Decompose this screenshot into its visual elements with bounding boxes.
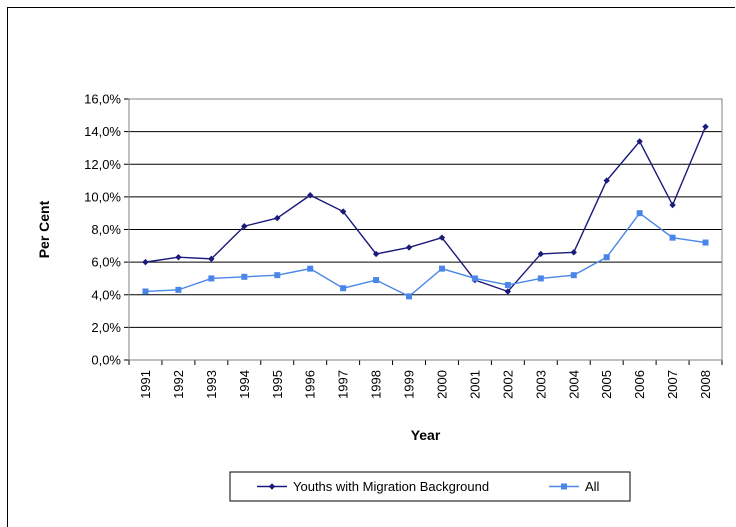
data-point (570, 249, 577, 256)
x-tick-label: 1992 (171, 370, 186, 399)
legend-marker (561, 483, 567, 490)
data-point (504, 281, 511, 288)
x-tick-label: 1995 (270, 370, 285, 399)
x-tick-label: 1993 (204, 370, 219, 399)
data-point (669, 234, 676, 241)
data-point (175, 254, 182, 261)
y-tick-label: 6,0% (91, 255, 121, 270)
legend: Youths with Migration Background All (229, 471, 631, 502)
data-point (142, 288, 149, 295)
data-point (537, 250, 545, 258)
data-point (307, 265, 314, 272)
x-tick-label: 1998 (369, 370, 384, 399)
series-all (142, 210, 709, 300)
x-tick-label: 2001 (467, 370, 482, 399)
legend-marker (268, 483, 276, 490)
x-tick-label: 1997 (336, 370, 351, 399)
legend-item: All (549, 479, 600, 494)
x-tick-label: 1996 (303, 370, 318, 399)
data-point (570, 272, 577, 279)
y-tick-label: 14,0% (84, 124, 121, 139)
data-point (603, 177, 610, 184)
x-tick-label: 2005 (599, 370, 614, 399)
gridlines (129, 98, 722, 361)
data-point (669, 201, 676, 209)
y-tick-label: 8,0% (91, 222, 121, 237)
series-group (142, 123, 709, 300)
legend-label: Youths with Migration Background (293, 479, 489, 494)
data-point (372, 250, 380, 258)
data-point (636, 210, 643, 217)
data-point (306, 192, 314, 199)
data-point (603, 254, 610, 261)
data-point (702, 239, 709, 246)
x-tick-label: 2004 (566, 370, 581, 399)
x-tick-label: 2007 (665, 370, 680, 399)
legend-item: Youths with Migration Background (257, 479, 489, 494)
data-point (504, 288, 512, 295)
legend-label: All (585, 479, 600, 494)
data-point (340, 285, 347, 292)
data-point (241, 223, 248, 230)
y-tick-label: 12,0% (84, 157, 121, 172)
series-line (145, 212, 706, 298)
data-point (208, 275, 215, 282)
x-tick-label: 2002 (500, 370, 515, 399)
y-axis-label: Per Cent (36, 200, 52, 258)
data-point (471, 275, 478, 282)
data-point (702, 123, 709, 130)
data-point (373, 277, 380, 284)
data-point (438, 234, 446, 241)
line-chart: 0,0% 2,0% 4,0% 6,0% 8,0% 10,0% 12,0% 14,0% 16,0%… (36, 92, 723, 502)
data-point (406, 293, 413, 300)
series-migration-background (142, 123, 709, 295)
x-tick-label: 2006 (632, 370, 647, 399)
data-point (208, 255, 215, 263)
data-point (438, 265, 445, 272)
x-tick-label: 1994 (237, 370, 252, 399)
data-point (241, 273, 248, 280)
y-tick-label: 16,0% (84, 92, 121, 107)
data-point (339, 208, 347, 215)
data-point (537, 275, 544, 282)
x-tick-label: 2000 (434, 370, 449, 399)
data-point (636, 138, 643, 145)
y-tick-label: 0,0% (91, 353, 121, 368)
data-point (274, 214, 281, 222)
data-point (175, 286, 182, 293)
data-point (274, 272, 281, 279)
x-tick-label: 1991 (138, 370, 153, 399)
x-axis-ticks: 1991 1992 1993 1994 1995 1996 1997 1998 1999 2000… (128, 359, 723, 399)
chart-frame (7, 7, 735, 527)
x-tick-label: 2003 (533, 370, 548, 399)
series-line (145, 126, 707, 293)
x-tick-label: 2008 (698, 370, 713, 399)
y-axis-ticks: 0,0% 2,0% 4,0% 6,0% 8,0% 10,0% 12,0% 14,0% 16,0% (84, 92, 129, 368)
x-tick-label: 1999 (402, 370, 417, 399)
y-tick-label: 10,0% (84, 189, 121, 204)
y-tick-label: 4,0% (91, 287, 121, 302)
y-tick-label: 2,0% (91, 320, 121, 335)
data-point (142, 258, 149, 266)
data-point (405, 244, 413, 251)
x-axis-label: Year (411, 427, 441, 443)
plot-area (128, 98, 723, 361)
